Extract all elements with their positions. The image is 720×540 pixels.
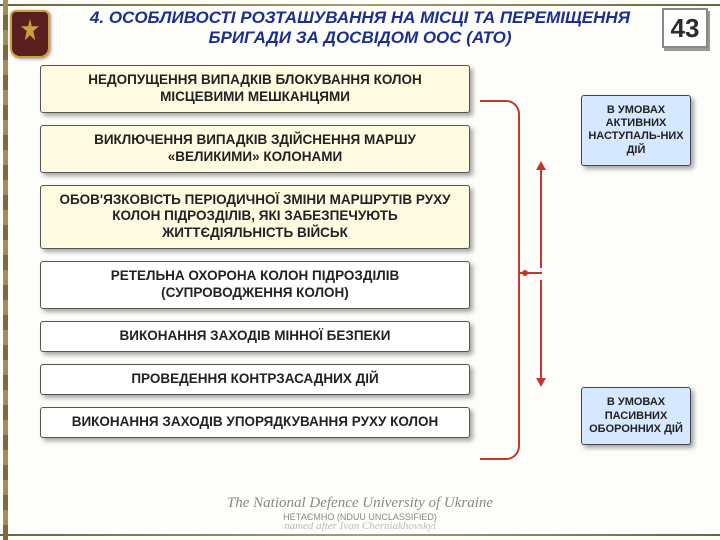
info-box-3: РЕТЕЛЬНА ОХОРОНА КОЛОН ПІДРОЗДІЛІВ (СУПР…: [40, 261, 470, 309]
bracket-connector: [480, 100, 520, 460]
right-column: В УМОВАХ АКТИВНИХ НАСТУПАЛЬ-НИХ ДІЙ В УМ…: [576, 95, 696, 445]
side-box-offensive: В УМОВАХ АКТИВНИХ НАСТУПАЛЬ-НИХ ДІЙ: [581, 95, 691, 166]
info-box-1: ВИКЛЮЧЕННЯ ВИПАДКІВ ЗДІЙСНЕННЯ МАРШУ «ВЕ…: [40, 125, 470, 173]
footer: The National Defence University of Ukrai…: [0, 495, 720, 532]
info-box-0: НЕДОПУЩЕННЯ ВИПАДКІВ БЛОКУВАННЯ КОЛОН МІ…: [40, 65, 470, 113]
page-title: 4. ОСОБЛИВОСТІ РОЗТАШУВАННЯ НА МІСЦІ ТА …: [70, 8, 650, 49]
title-wrap: 4. ОСОБЛИВОСТІ РОЗТАШУВАННЯ НА МІСЦІ ТА …: [70, 8, 650, 49]
emblem-icon: [10, 10, 50, 58]
left-column: НЕДОПУЩЕННЯ ВИПАДКІВ БЛОКУВАННЯ КОЛОН МІ…: [40, 65, 470, 450]
info-box-6: ВИКОНАННЯ ЗАХОДІВ УПОРЯДКУВАННЯ РУХУ КОЛ…: [40, 407, 470, 438]
arrow-down: [540, 280, 542, 380]
arrow-up: [540, 168, 542, 268]
frame-border-top: [0, 4, 720, 6]
info-box-4: ВИКОНАННЯ ЗАХОДІВ МІННОЇ БЕЗПЕКИ: [40, 321, 470, 352]
info-box-5: ПРОВЕДЕННЯ КОНТРЗАСАДНИХ ДІЙ: [40, 364, 470, 395]
info-box-2: ОБОВ'ЯЗКОВІСТЬ ПЕРІОДИЧНОЇ ЗМІНИ МАРШРУТ…: [40, 185, 470, 250]
page-number: 43: [662, 8, 708, 48]
frame-border-left: [3, 0, 8, 540]
bracket-node: [522, 270, 528, 276]
side-box-defensive: В УМОВАХ ПАСИВНИХ ОБОРОННИХ ДІЙ: [581, 387, 691, 445]
footer-org: The National Defence University of Ukrai…: [0, 495, 720, 512]
frame-border-bottom: [0, 534, 720, 536]
footer-signature: named after Ivan Cherniakhovskyi: [0, 520, 720, 532]
